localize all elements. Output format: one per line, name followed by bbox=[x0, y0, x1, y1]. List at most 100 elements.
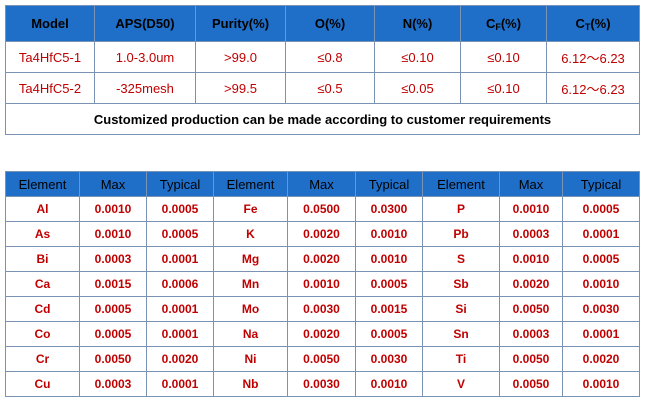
header-oxygen: O(%) bbox=[285, 5, 375, 42]
typical-cell: 0.0010 bbox=[355, 371, 423, 397]
header-model: Model bbox=[5, 5, 95, 42]
impurity-header-row: Element Max Typical Element Max Typical Elemen… bbox=[5, 171, 640, 197]
element-cell: Ti bbox=[422, 346, 500, 372]
typical-cell: 0.0010 bbox=[562, 271, 640, 297]
max-cell: 0.0030 bbox=[287, 296, 356, 322]
ct-base: C bbox=[575, 15, 585, 31]
element-cell: K bbox=[213, 221, 288, 247]
spec-row: Ta4HfC5-1 1.0-3.0um >99.0 ≤0.8 ≤0.10 ≤0.… bbox=[5, 41, 640, 73]
table-row: Co 0.0005 0.0001 Na 0.0020 0.0005 Sn 0.0003 0.00… bbox=[5, 321, 640, 347]
typical-cell: 0.0015 bbox=[355, 296, 423, 322]
element-cell: Mn bbox=[213, 271, 288, 297]
element-cell: Cr bbox=[5, 346, 80, 372]
max-cell: 0.0010 bbox=[287, 271, 356, 297]
cf-base: C bbox=[485, 15, 496, 31]
spec-table: Model APS(D50) Purity(%) O(%) N(%) CF(%)… bbox=[5, 5, 640, 135]
max-cell: 0.0050 bbox=[287, 346, 356, 372]
max-cell: 0.0030 bbox=[287, 371, 356, 397]
typical-cell: 0.0010 bbox=[562, 371, 640, 397]
spec-cell: ≤0.05 bbox=[374, 72, 461, 104]
spec-cell: ≤0.10 bbox=[460, 72, 547, 104]
header-aps: APS(D50) bbox=[94, 5, 196, 42]
element-cell: Al bbox=[5, 196, 80, 222]
typical-cell: 0.0005 bbox=[562, 196, 640, 222]
header-typical: Typical bbox=[562, 171, 640, 197]
element-cell: Si bbox=[422, 296, 500, 322]
element-cell: Ca bbox=[5, 271, 80, 297]
typical-cell: 0.0001 bbox=[146, 296, 214, 322]
typical-cell: 0.0030 bbox=[355, 346, 423, 372]
typical-cell: 0.0005 bbox=[562, 246, 640, 272]
max-cell: 0.0005 bbox=[79, 321, 147, 347]
spec-cell: -325mesh bbox=[94, 72, 196, 104]
element-cell: As bbox=[5, 221, 80, 247]
typical-cell: 0.0005 bbox=[146, 221, 214, 247]
spec-cell: ≤0.10 bbox=[460, 41, 547, 73]
max-cell: 0.0020 bbox=[287, 246, 356, 272]
typical-cell: 0.0005 bbox=[146, 196, 214, 222]
spec-cell: >99.5 bbox=[195, 72, 286, 104]
max-cell: 0.0015 bbox=[79, 271, 147, 297]
element-cell: Nb bbox=[213, 371, 288, 397]
element-cell: Bi bbox=[5, 246, 80, 272]
spec-cell: 6.12～6.23 bbox=[546, 72, 640, 104]
spec-cell: ≤0.8 bbox=[285, 41, 375, 73]
typical-cell: 0.0010 bbox=[355, 246, 423, 272]
header-typical: Typical bbox=[355, 171, 423, 197]
element-cell: Co bbox=[5, 321, 80, 347]
table-row: Cr 0.0050 0.0020 Ni 0.0050 0.0030 Ti 0.0050 0.00… bbox=[5, 346, 640, 372]
spec-cell: Ta4HfC5-1 bbox=[5, 41, 95, 73]
max-cell: 0.0010 bbox=[79, 221, 147, 247]
typical-cell: 0.0001 bbox=[562, 221, 640, 247]
customization-note: Customized production can be made accord… bbox=[5, 103, 640, 135]
max-cell: 0.0050 bbox=[499, 296, 563, 322]
max-cell: 0.0010 bbox=[499, 246, 563, 272]
element-cell: S bbox=[422, 246, 500, 272]
header-nitrogen: N(%) bbox=[374, 5, 461, 42]
element-cell: Na bbox=[213, 321, 288, 347]
element-cell: Fe bbox=[213, 196, 288, 222]
table-row: As 0.0010 0.0005 K 0.0020 0.0010 Pb 0.0003 0.000… bbox=[5, 221, 640, 247]
element-cell: Sn bbox=[422, 321, 500, 347]
max-cell: 0.0005 bbox=[79, 296, 147, 322]
typical-cell: 0.0010 bbox=[355, 221, 423, 247]
impurity-table: Element Max Typical Element Max Typical Elemen… bbox=[5, 171, 640, 397]
table-row: Bi 0.0003 0.0001 Mg 0.0020 0.0010 S 0.0010 0.000… bbox=[5, 246, 640, 272]
cf-subscript: F bbox=[495, 21, 501, 32]
max-cell: 0.0020 bbox=[287, 221, 356, 247]
typical-cell: 0.0030 bbox=[562, 296, 640, 322]
ct-subscript: T bbox=[584, 21, 591, 32]
max-cell: 0.0500 bbox=[287, 196, 356, 222]
element-cell: Pb bbox=[422, 221, 500, 247]
typical-cell: 0.0300 bbox=[355, 196, 423, 222]
max-cell: 0.0020 bbox=[499, 271, 563, 297]
element-cell: Mo bbox=[213, 296, 288, 322]
header-max: Max bbox=[287, 171, 356, 197]
header-element: Element bbox=[5, 171, 80, 197]
spec-cell: >99.0 bbox=[195, 41, 286, 73]
cf-unit: (%) bbox=[500, 15, 522, 31]
header-element: Element bbox=[422, 171, 500, 197]
header-purity: Purity(%) bbox=[195, 5, 286, 42]
table-row: Cd 0.0005 0.0001 Mo 0.0030 0.0015 Si 0.0050 0.00… bbox=[5, 296, 640, 322]
header-total-carbon: CT(%) bbox=[546, 5, 640, 42]
max-cell: 0.0020 bbox=[287, 321, 356, 347]
spec-note-row: Customized production can be made accord… bbox=[5, 103, 640, 135]
table-row: Cu 0.0003 0.0001 Nb 0.0030 0.0010 V 0.0050 0.001… bbox=[5, 371, 640, 397]
table-row: Al 0.0010 0.0005 Fe 0.0500 0.0300 P 0.0010 0.000… bbox=[5, 196, 640, 222]
max-cell: 0.0010 bbox=[79, 196, 147, 222]
spec-cell: 1.0-3.0um bbox=[94, 41, 196, 73]
element-cell: Sb bbox=[422, 271, 500, 297]
typical-cell: 0.0005 bbox=[355, 321, 423, 347]
element-cell: Ni bbox=[213, 346, 288, 372]
max-cell: 0.0003 bbox=[79, 371, 147, 397]
typical-cell: 0.0001 bbox=[146, 321, 214, 347]
spec-cell: ≤0.10 bbox=[374, 41, 461, 73]
max-cell: 0.0003 bbox=[499, 221, 563, 247]
element-cell: Cu bbox=[5, 371, 80, 397]
spec-cell: Ta4HfC5-2 bbox=[5, 72, 95, 104]
max-cell: 0.0010 bbox=[499, 196, 563, 222]
max-cell: 0.0050 bbox=[79, 346, 147, 372]
ct-unit: (%) bbox=[590, 15, 611, 31]
header-max: Max bbox=[79, 171, 147, 197]
